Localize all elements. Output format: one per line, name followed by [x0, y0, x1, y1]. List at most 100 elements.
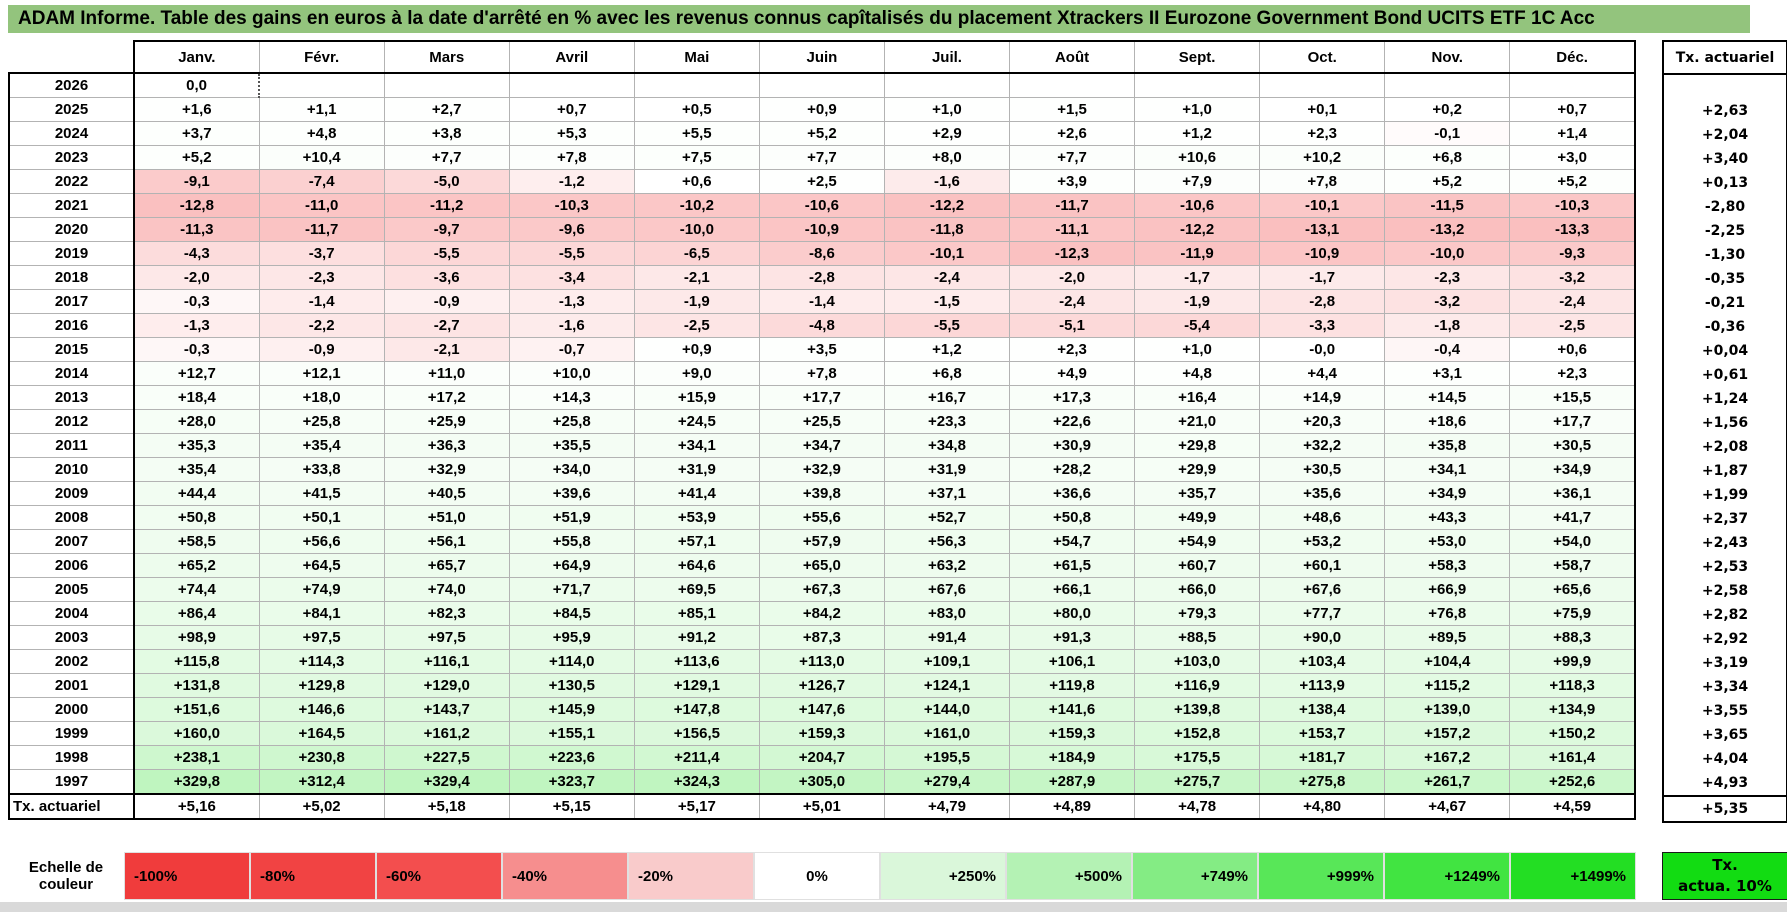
scale-cell--60%[interactable]: -60%	[376, 852, 502, 900]
tx-actuariel-value[interactable]: +0,04	[1701, 343, 1749, 359]
gain-cell[interactable]: -2,1	[633, 265, 760, 290]
tx-actuariel-total-cell[interactable]: +5,35	[1662, 795, 1787, 823]
tx-rate-cell[interactable]: +5,17	[633, 793, 760, 820]
tx-actuariel-value[interactable]: +3,55	[1701, 703, 1749, 719]
gain-cell[interactable]: +324,3	[633, 769, 760, 795]
year-label[interactable]: 1997	[7, 769, 135, 795]
gain-cell[interactable]: +25,8	[258, 409, 385, 434]
gain-cell[interactable]: +95,9	[508, 625, 635, 650]
gain-cell[interactable]: +129,8	[258, 673, 385, 698]
gain-cell[interactable]: +50,1	[258, 505, 385, 530]
gain-cell[interactable]: +55,8	[508, 529, 635, 554]
tx-actuariel-value[interactable]: -2,80	[1704, 199, 1746, 215]
gain-cell[interactable]: -10,3	[1509, 193, 1637, 218]
gain-cell[interactable]: +14,5	[1384, 385, 1511, 410]
year-label[interactable]: 2016	[7, 313, 135, 338]
gain-cell[interactable]: +131,8	[133, 673, 260, 698]
gain-cell[interactable]: +230,8	[258, 745, 385, 770]
gain-cell[interactable]: +1,2	[1134, 121, 1261, 146]
gain-cell[interactable]: +33,8	[258, 457, 385, 482]
col-header-Mars[interactable]: Mars	[383, 40, 510, 74]
tx-actuariel-value[interactable]: +1,56	[1701, 415, 1749, 431]
gain-cell[interactable]: +18,0	[258, 385, 385, 410]
gain-cell[interactable]: +329,8	[133, 769, 260, 795]
gain-cell[interactable]: +150,2	[1509, 721, 1637, 746]
gain-cell[interactable]: -10,6	[758, 193, 885, 218]
gain-cell[interactable]: +65,2	[133, 553, 260, 578]
gain-cell[interactable]: +25,5	[758, 409, 885, 434]
gain-cell[interactable]: -12,8	[133, 193, 260, 218]
gain-cell[interactable]: +36,3	[383, 433, 510, 458]
year-label[interactable]: 2020	[7, 217, 135, 242]
gain-cell[interactable]: -1,4	[258, 289, 385, 314]
gain-cell[interactable]: +211,4	[633, 745, 760, 770]
gain-cell[interactable]: +10,2	[1259, 145, 1386, 170]
gain-cell[interactable]: +2,5	[758, 169, 885, 194]
scale-cell-+749%[interactable]: +749%	[1132, 852, 1258, 900]
gain-cell[interactable]: +181,7	[1259, 745, 1386, 770]
gain-cell[interactable]: -3,3	[1259, 313, 1386, 338]
tx-actuariel-value[interactable]: -2,25	[1704, 223, 1746, 239]
tx-actuariel-value[interactable]: +0,61	[1701, 367, 1749, 383]
year-label[interactable]: 2015	[7, 337, 135, 362]
col-header-Août[interactable]: Août	[1008, 40, 1136, 74]
gain-cell[interactable]: +167,2	[1384, 745, 1511, 770]
gain-cell[interactable]: +54,9	[1134, 529, 1261, 554]
gain-cell[interactable]: +2,3	[1259, 121, 1386, 146]
gain-cell[interactable]: +24,5	[633, 409, 760, 434]
gain-cell[interactable]: +28,2	[1008, 457, 1136, 482]
year-label[interactable]: 2003	[7, 625, 135, 650]
gain-cell[interactable]: +55,6	[758, 505, 885, 530]
gain-cell[interactable]: -2,8	[758, 265, 885, 290]
col-header-Sept[interactable]: Sept.	[1134, 40, 1261, 74]
gain-cell[interactable]: -10,3	[508, 193, 635, 218]
gain-cell[interactable]: +1,4	[1509, 121, 1637, 146]
gain-cell[interactable]: +115,2	[1384, 673, 1511, 698]
gain-cell[interactable]: +64,9	[508, 553, 635, 578]
year-label[interactable]: 2019	[7, 241, 135, 266]
gain-cell[interactable]: -1,7	[1259, 265, 1386, 290]
gain-cell[interactable]: +1,0	[1134, 337, 1261, 362]
gain-cell[interactable]: +29,8	[1134, 433, 1261, 458]
gain-cell[interactable]: -1,8	[1384, 313, 1511, 338]
tx-rate-cell[interactable]: +4,67	[1384, 793, 1511, 820]
gain-cell[interactable]: +279,4	[883, 769, 1011, 795]
gain-cell[interactable]: +161,2	[383, 721, 510, 746]
gain-cell[interactable]: +65,6	[1509, 577, 1637, 602]
gain-cell[interactable]: +139,8	[1134, 697, 1261, 722]
year-label[interactable]: 2026	[7, 72, 135, 98]
gain-cell[interactable]	[383, 72, 510, 98]
gain-cell[interactable]: +54,7	[1008, 529, 1136, 554]
gain-cell[interactable]: +66,9	[1384, 577, 1511, 602]
gain-cell[interactable]: +3,8	[383, 121, 510, 146]
gain-cell[interactable]: +0,7	[508, 97, 635, 122]
gain-cell[interactable]	[1008, 72, 1136, 98]
gain-cell[interactable]: +76,8	[1384, 601, 1511, 626]
gain-cell[interactable]: -10,0	[633, 217, 760, 242]
gain-cell[interactable]: -10,0	[1384, 241, 1511, 266]
tx-actuariel-value[interactable]: +2,63	[1701, 103, 1749, 119]
gain-cell[interactable]: -2,4	[1509, 289, 1637, 314]
gain-cell[interactable]: +39,8	[758, 481, 885, 506]
col-header-Oct[interactable]: Oct.	[1259, 40, 1386, 74]
gain-cell[interactable]: -4,8	[758, 313, 885, 338]
gain-cell[interactable]: -3,2	[1384, 289, 1511, 314]
gain-cell[interactable]: +184,9	[1008, 745, 1136, 770]
gain-cell[interactable]: +57,1	[633, 529, 760, 554]
gain-cell[interactable]: +67,6	[1259, 577, 1386, 602]
gain-cell[interactable]: +143,7	[383, 697, 510, 722]
gain-cell[interactable]: +84,5	[508, 601, 635, 626]
year-label[interactable]: 2001	[7, 673, 135, 698]
gain-cell[interactable]: +56,1	[383, 529, 510, 554]
tx-actuariel-value[interactable]: +0,13	[1701, 175, 1749, 191]
gain-cell[interactable]: -2,3	[1384, 265, 1511, 290]
tx-rate-cell[interactable]: +4,78	[1134, 793, 1261, 820]
gain-cell[interactable]: +35,8	[1384, 433, 1511, 458]
gain-cell[interactable]	[1384, 72, 1511, 98]
gain-cell[interactable]: +113,9	[1259, 673, 1386, 698]
gain-cell[interactable]: +17,7	[758, 385, 885, 410]
tx-actuariel-value[interactable]: +2,37	[1701, 511, 1749, 527]
gain-cell[interactable]: +51,9	[508, 505, 635, 530]
gain-cell[interactable]: +4,8	[258, 121, 385, 146]
year-label[interactable]: 2018	[7, 265, 135, 290]
